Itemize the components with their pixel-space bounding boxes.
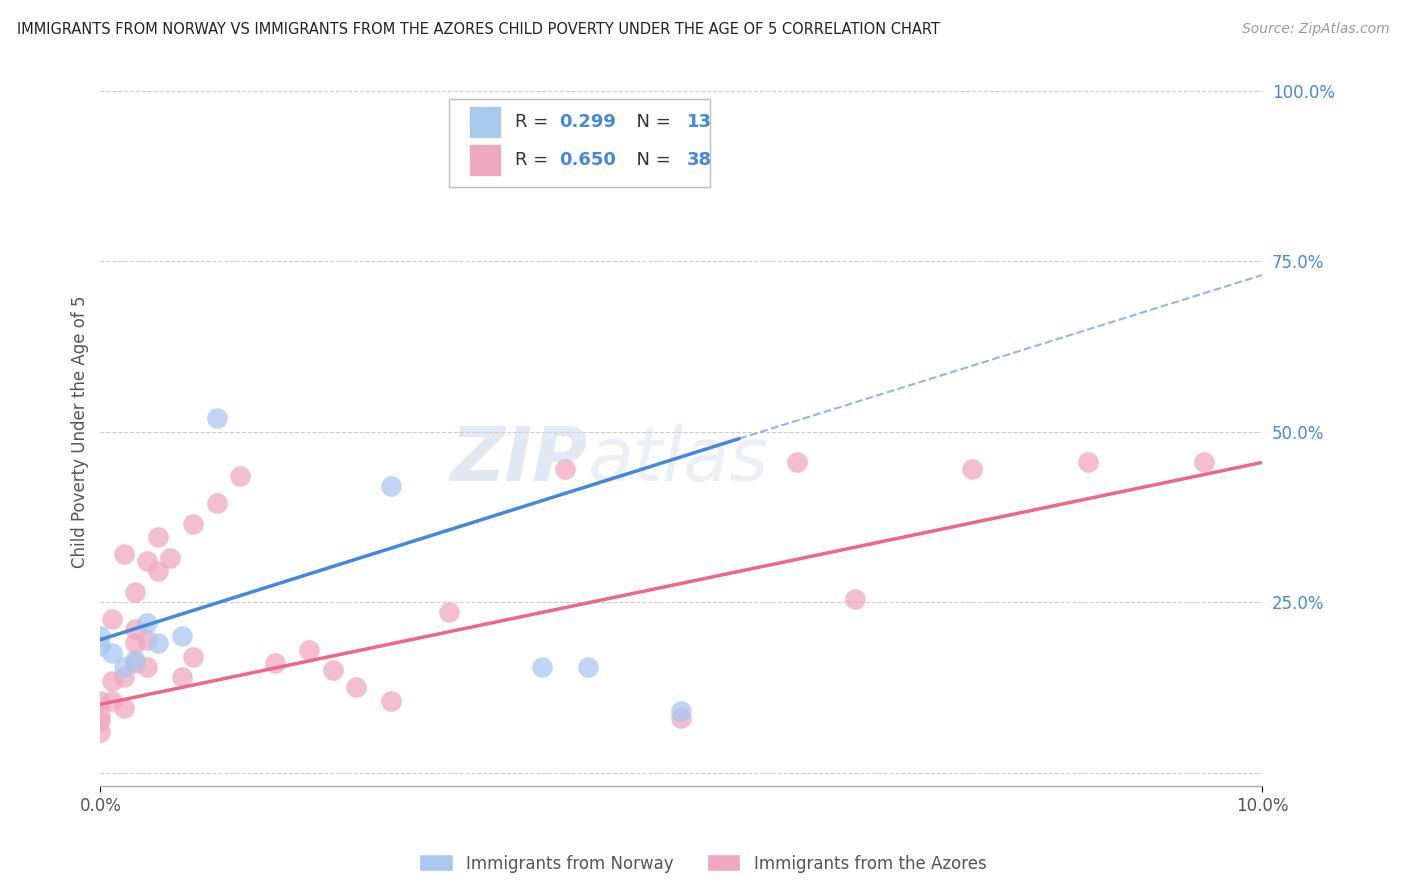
Point	[148, 636, 170, 650]
Point	[89, 707, 111, 722]
Text: R =: R =	[515, 113, 554, 131]
Text: N =: N =	[626, 113, 676, 131]
Text: R =: R =	[515, 152, 554, 169]
Point	[170, 629, 193, 643]
Point	[205, 496, 228, 510]
Point	[101, 673, 124, 688]
Text: 38: 38	[688, 152, 711, 169]
Point	[101, 694, 124, 708]
Point	[844, 591, 866, 606]
Point	[229, 469, 252, 483]
Point	[159, 550, 181, 565]
Point	[380, 479, 402, 493]
Point	[263, 657, 285, 671]
Text: 0.650: 0.650	[560, 152, 616, 169]
Point	[112, 670, 135, 684]
Point	[554, 462, 576, 476]
Point	[135, 615, 157, 630]
Point	[437, 606, 460, 620]
Point	[89, 694, 111, 708]
Point	[181, 516, 204, 531]
Text: Source: ZipAtlas.com: Source: ZipAtlas.com	[1241, 22, 1389, 37]
Text: 13: 13	[688, 113, 711, 131]
Text: N =: N =	[626, 152, 676, 169]
Point	[112, 548, 135, 562]
Point	[112, 660, 135, 674]
Point	[1192, 455, 1215, 469]
Point	[124, 657, 146, 671]
Point	[89, 724, 111, 739]
Point	[530, 660, 553, 674]
Point	[89, 629, 111, 643]
Point	[124, 585, 146, 599]
Text: ZIP: ZIP	[451, 424, 588, 497]
Point	[181, 649, 204, 664]
Point	[148, 565, 170, 579]
Text: IMMIGRANTS FROM NORWAY VS IMMIGRANTS FROM THE AZORES CHILD POVERTY UNDER THE AGE: IMMIGRANTS FROM NORWAY VS IMMIGRANTS FRO…	[17, 22, 939, 37]
FancyBboxPatch shape	[468, 106, 501, 138]
Point	[669, 704, 692, 718]
FancyBboxPatch shape	[468, 145, 501, 177]
Point	[298, 643, 321, 657]
Point	[135, 632, 157, 647]
Point	[322, 663, 344, 677]
Text: atlas: atlas	[588, 424, 769, 496]
Point	[89, 714, 111, 729]
Point	[576, 660, 599, 674]
Point	[124, 636, 146, 650]
Point	[135, 660, 157, 674]
Point	[170, 670, 193, 684]
Point	[1077, 455, 1099, 469]
Point	[101, 612, 124, 626]
Point	[205, 411, 228, 425]
Point	[786, 455, 808, 469]
FancyBboxPatch shape	[449, 99, 710, 187]
Point	[135, 554, 157, 568]
Text: 0.299: 0.299	[560, 113, 616, 131]
Point	[669, 711, 692, 725]
Y-axis label: Child Poverty Under the Age of 5: Child Poverty Under the Age of 5	[72, 295, 89, 568]
Point	[89, 640, 111, 654]
Point	[101, 646, 124, 660]
Point	[344, 681, 367, 695]
Point	[960, 462, 983, 476]
Point	[148, 530, 170, 544]
Point	[124, 623, 146, 637]
Point	[124, 653, 146, 667]
Point	[112, 700, 135, 714]
Point	[380, 694, 402, 708]
Legend: Immigrants from Norway, Immigrants from the Azores: Immigrants from Norway, Immigrants from …	[413, 847, 993, 880]
